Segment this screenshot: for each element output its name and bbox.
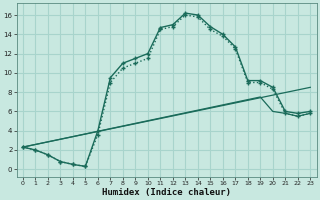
X-axis label: Humidex (Indice chaleur): Humidex (Indice chaleur) — [102, 188, 231, 197]
